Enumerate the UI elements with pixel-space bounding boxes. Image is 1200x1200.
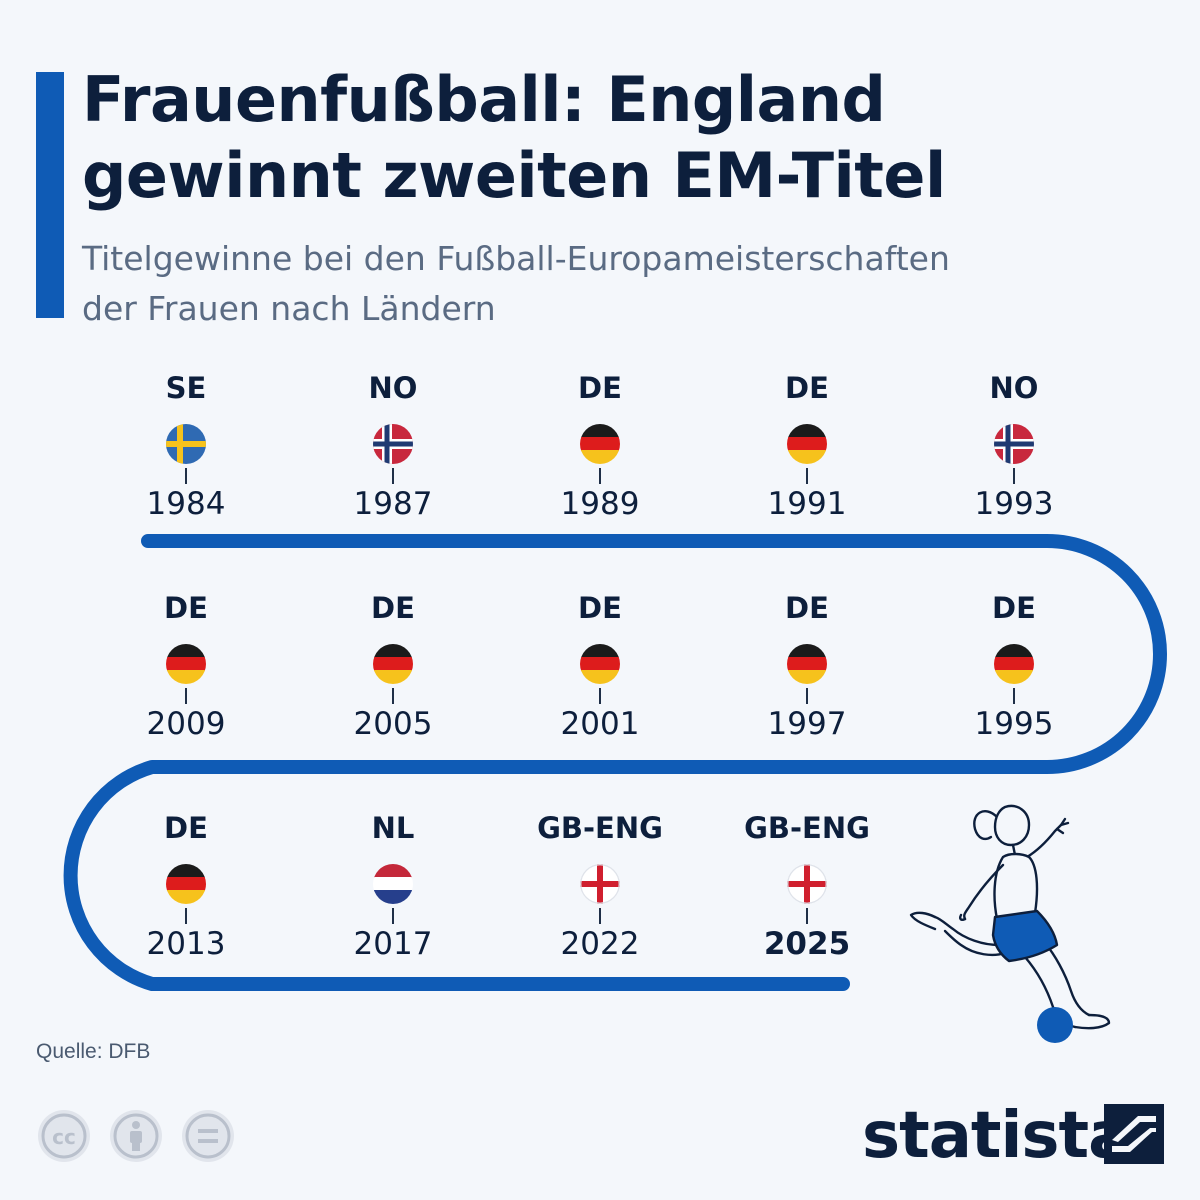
license-icons: cc [38, 1110, 234, 1162]
subtitle-line-2: der Frauen nach Ländern [82, 289, 496, 328]
year-label: 1984 [146, 486, 226, 522]
year-label: 1987 [353, 486, 433, 522]
timeline-tick [392, 688, 394, 704]
winner-1993: NO 1993 [914, 370, 1114, 522]
flag-germany-icon [580, 424, 620, 464]
timeline-tick [392, 908, 394, 924]
cc-icon: cc [38, 1110, 90, 1162]
year-label-highlight: 2025 [763, 926, 851, 962]
winner-2025: GB-ENG 2025 [707, 810, 907, 962]
timeline-tick [392, 468, 394, 484]
timeline-tick [599, 908, 601, 924]
source-label: Quelle: DFB [36, 1040, 151, 1063]
flag-england-icon [580, 864, 620, 904]
statista-logo-icon [1104, 1104, 1164, 1164]
flag-norway-icon [994, 424, 1034, 464]
year-label: 2022 [560, 926, 640, 962]
year-label: 2009 [146, 706, 226, 742]
country-code: SE [165, 371, 207, 405]
timeline-tick [806, 468, 808, 484]
winner-1991: DE 1991 [707, 370, 907, 522]
timeline-tick [1013, 468, 1015, 484]
country-code: DE [785, 591, 829, 625]
country-code: DE [371, 591, 415, 625]
country-code: DE [578, 371, 622, 405]
country-code: NL [371, 811, 415, 845]
timeline-tick [1013, 688, 1015, 704]
year-label: 1989 [560, 486, 640, 522]
timeline-tick [806, 908, 808, 924]
winner-1989: DE 1989 [500, 370, 700, 522]
title-line-2: gewinnt zweiten EM-Titel [82, 139, 946, 212]
year-label: 1997 [767, 706, 847, 742]
country-code: DE [992, 591, 1036, 625]
winner-2022: GB-ENG 2022 [500, 810, 700, 962]
year-label: 2017 [353, 926, 433, 962]
flag-germany-icon [166, 644, 206, 684]
timeline-tick [185, 908, 187, 924]
page-subtitle: Titelgewinne bei den Fußball-Europameist… [82, 234, 1122, 334]
country-code: NO [368, 371, 418, 405]
flag-norway-icon [373, 424, 413, 464]
timeline-tick [599, 688, 601, 704]
year-label: 2001 [560, 706, 640, 742]
flag-england-icon [787, 864, 827, 904]
winner-2013: DE 2013 [86, 810, 286, 962]
flag-germany-icon [787, 644, 827, 684]
winner-2009: DE 2009 [86, 590, 286, 742]
flag-netherlands-icon [373, 864, 413, 904]
country-code: DE [164, 811, 208, 845]
country-code: NO [989, 371, 1039, 405]
year-label: 2005 [353, 706, 433, 742]
attribution-icon [110, 1110, 162, 1162]
winner-2005: DE 2005 [293, 590, 493, 742]
year-label: 1991 [767, 486, 847, 522]
country-code: DE [578, 591, 622, 625]
flag-germany-icon [994, 644, 1034, 684]
football-player-illustration [909, 804, 1111, 1043]
winner-1984: SE 1984 [86, 370, 286, 522]
year-label: 1993 [974, 486, 1054, 522]
country-code: GB-ENG [744, 811, 870, 845]
svg-text:cc: cc [52, 1125, 76, 1149]
flag-germany-icon [787, 424, 827, 464]
winner-1987: NO 1987 [293, 370, 493, 522]
flag-germany-icon [580, 644, 620, 684]
flag-germany-icon [166, 864, 206, 904]
no-derivatives-icon [182, 1110, 234, 1162]
timeline-tick [185, 468, 187, 484]
flag-germany-icon [373, 644, 413, 684]
winner-1997: DE 1997 [707, 590, 907, 742]
country-code: GB-ENG [537, 811, 663, 845]
country-code: DE [164, 591, 208, 625]
winner-1995: DE 1995 [914, 590, 1114, 742]
title-line-1: Frauenfußball: England [82, 63, 886, 136]
timeline-tick [806, 688, 808, 704]
country-code: DE [785, 371, 829, 405]
timeline-tick [599, 468, 601, 484]
statista-logo-text: statista [862, 1099, 1131, 1173]
page-title: Frauenfußball: England gewinnt zweiten E… [82, 62, 946, 214]
timeline-tick [185, 688, 187, 704]
title-accent-bar [36, 72, 64, 318]
subtitle-line-1: Titelgewinne bei den Fußball-Europameist… [82, 239, 950, 278]
winner-2017: NL 2017 [293, 810, 493, 962]
year-label: 2013 [146, 926, 226, 962]
year-label: 1995 [974, 706, 1054, 742]
flag-sweden-icon [166, 424, 206, 464]
winner-2001: DE 2001 [500, 590, 700, 742]
